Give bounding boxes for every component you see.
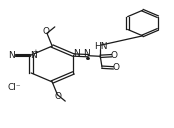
- Text: N: N: [8, 51, 15, 60]
- Text: O: O: [113, 63, 120, 72]
- Text: Cl⁻: Cl⁻: [8, 83, 22, 92]
- Text: O: O: [111, 51, 118, 60]
- Text: N: N: [30, 51, 37, 60]
- Text: O: O: [55, 92, 62, 101]
- Text: N: N: [73, 49, 80, 58]
- Text: N: N: [83, 49, 90, 58]
- Text: +: +: [33, 49, 38, 55]
- Text: O: O: [43, 27, 50, 36]
- Text: HN: HN: [94, 42, 108, 51]
